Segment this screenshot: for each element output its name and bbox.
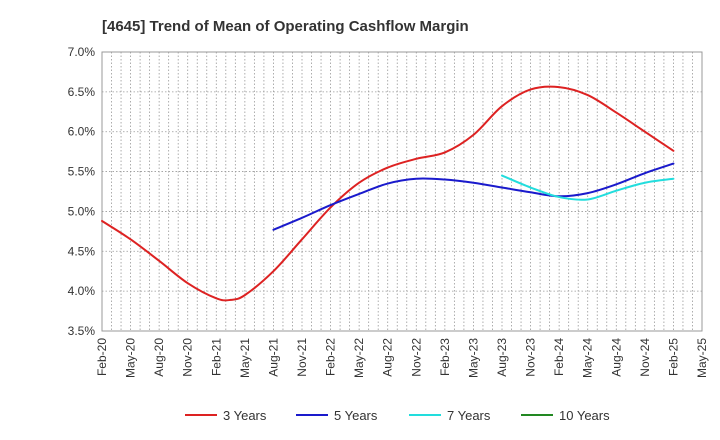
y-tick-label: 5.0% (68, 204, 96, 218)
y-tick-label: 7.0% (68, 45, 96, 59)
x-tick-label: Feb-23 (438, 338, 452, 376)
y-tick-label: 6.0% (68, 125, 96, 139)
x-tick-label: Nov-23 (524, 338, 538, 377)
series-lines (101, 85, 675, 302)
x-tick-label: Nov-22 (409, 338, 423, 377)
plot-area (101, 51, 703, 332)
chart-title: [4645] Trend of Mean of Operating Cashfl… (102, 18, 469, 35)
y-tick-label: 6.5% (68, 85, 96, 99)
x-tick-label: Feb-25 (666, 338, 680, 376)
series-line-7-years (501, 174, 675, 201)
legend-label-3-years: 3 Years (223, 408, 267, 423)
x-tick-label: May-25 (695, 338, 709, 378)
x-tick-label: Nov-20 (181, 338, 195, 377)
x-tick-label: May-21 (238, 338, 252, 378)
x-tick-label: Aug-21 (266, 338, 280, 377)
y-tick-label: 4.0% (68, 284, 96, 298)
x-axis-ticks: Feb-20 May-20 Aug-20 Nov-20 Feb-21 May-21 Aug-… (95, 338, 709, 378)
x-tick-label: Aug-22 (381, 338, 395, 377)
legend: 3 Years 5 Years 7 Years 10 Years (185, 408, 610, 423)
series-line-3-years (101, 85, 675, 302)
series-line-5-years (272, 162, 675, 231)
x-tick-label: Feb-20 (95, 338, 109, 376)
y-tick-label: 5.5% (68, 165, 96, 179)
y-axis-ticks: 3.5% 4.0% 4.5% 5.0% 5.5% 6.0% 6.5% 7.0% (68, 45, 96, 338)
x-tick-label: Aug-24 (609, 338, 623, 377)
y-tick-label: 3.5% (68, 324, 96, 338)
x-tick-label: Feb-22 (324, 338, 338, 376)
x-tick-label: Nov-24 (638, 338, 652, 377)
legend-label-5-years: 5 Years (334, 408, 378, 423)
x-tick-label: Aug-20 (152, 338, 166, 377)
x-tick-label: May-23 (466, 338, 480, 378)
x-tick-label: May-24 (581, 338, 595, 378)
grid (102, 52, 702, 331)
x-tick-label: May-20 (124, 338, 138, 378)
legend-label-7-years: 7 Years (447, 408, 491, 423)
y-tick-label: 4.5% (68, 244, 96, 258)
x-tick-label: Nov-21 (295, 338, 309, 377)
x-tick-label: May-22 (352, 338, 366, 378)
x-tick-label: Feb-21 (209, 338, 223, 376)
legend-label-10-years: 10 Years (559, 408, 610, 423)
x-tick-label: Feb-24 (552, 338, 566, 376)
x-tick-label: Aug-23 (495, 338, 509, 377)
